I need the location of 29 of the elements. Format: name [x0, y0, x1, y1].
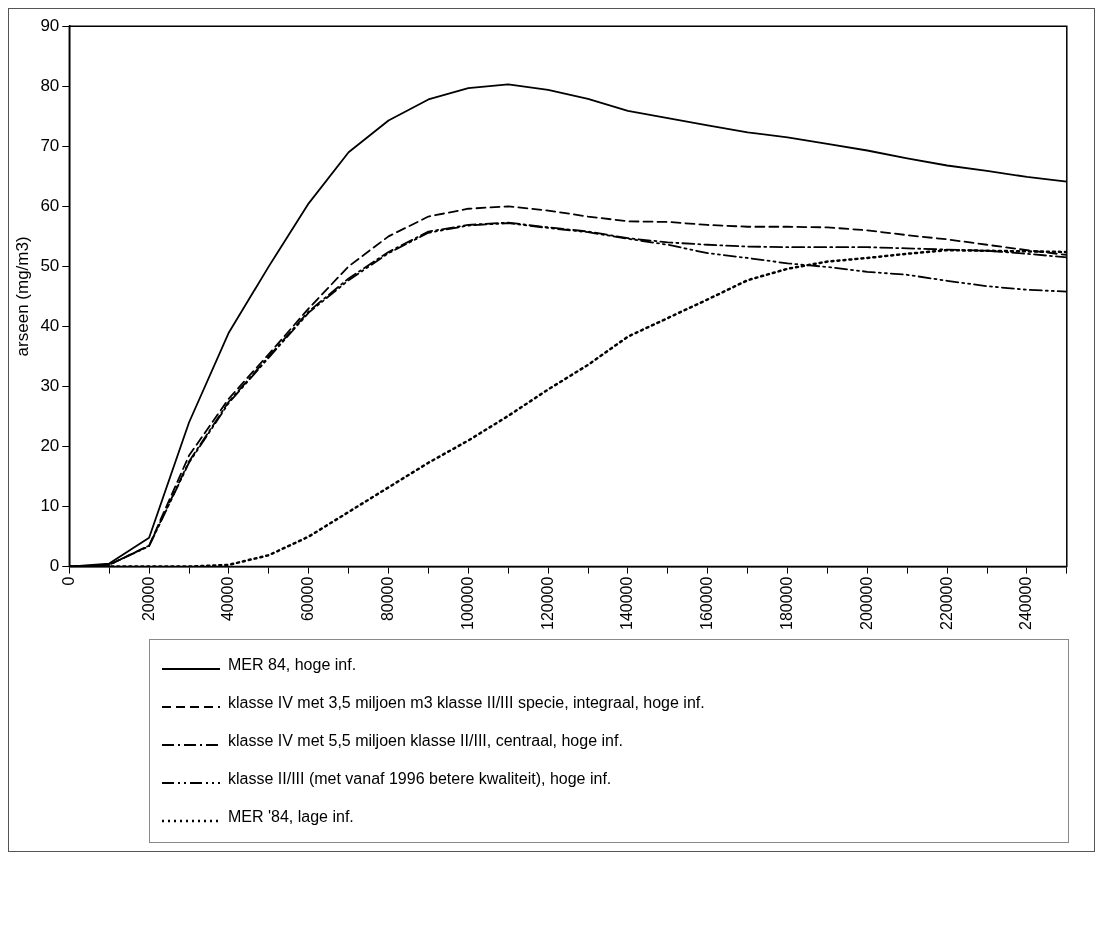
legend-label: klasse IV met 5,5 miljoen klasse II/III, centraal, hoge inf. [228, 732, 623, 750]
legend-label: klasse IV met 3,5 miljoen m3 klasse II/III specie, integraal, hoge inf. [228, 694, 705, 712]
x-tick-label: 180000 [777, 576, 795, 630]
legend-label: klasse II/III (met vanaf 1996 betere kwaliteit), hoge inf. [228, 770, 612, 788]
x-tick-label: 140000 [618, 576, 636, 630]
y-tick-label: 0 [49, 556, 60, 576]
y-tick-label: 30 [40, 376, 60, 396]
y-tick-label: 10 [40, 496, 60, 516]
x-tick-label: 120000 [538, 576, 556, 630]
x-tick-label: 60000 [299, 576, 317, 622]
x-tick-label: 0 [59, 576, 77, 586]
x-tick-label: 20000 [139, 576, 157, 622]
x-tick-label: 220000 [937, 576, 955, 630]
x-tick-label: 100000 [458, 576, 476, 630]
y-tick-label: 70 [40, 135, 60, 155]
x-tick-label: 80000 [378, 576, 396, 622]
x-tick-label: 240000 [1017, 576, 1035, 630]
x-tick-label: 200000 [857, 576, 875, 630]
legend-label: MER '84, lage inf. [228, 808, 354, 826]
y-tick-label: 50 [40, 256, 60, 276]
x-tick-label: 40000 [219, 576, 237, 622]
y-tick-label: 40 [40, 316, 60, 336]
y-axis-title: arseen (mg/m3) [12, 236, 32, 357]
y-tick-label: 90 [40, 15, 60, 35]
legend-label: MER 84, hoge inf. [228, 656, 357, 674]
x-tick-label: 160000 [698, 576, 716, 630]
y-tick-label: 20 [40, 436, 60, 456]
y-tick-label: 80 [40, 75, 60, 95]
y-tick-label: 60 [40, 196, 60, 216]
